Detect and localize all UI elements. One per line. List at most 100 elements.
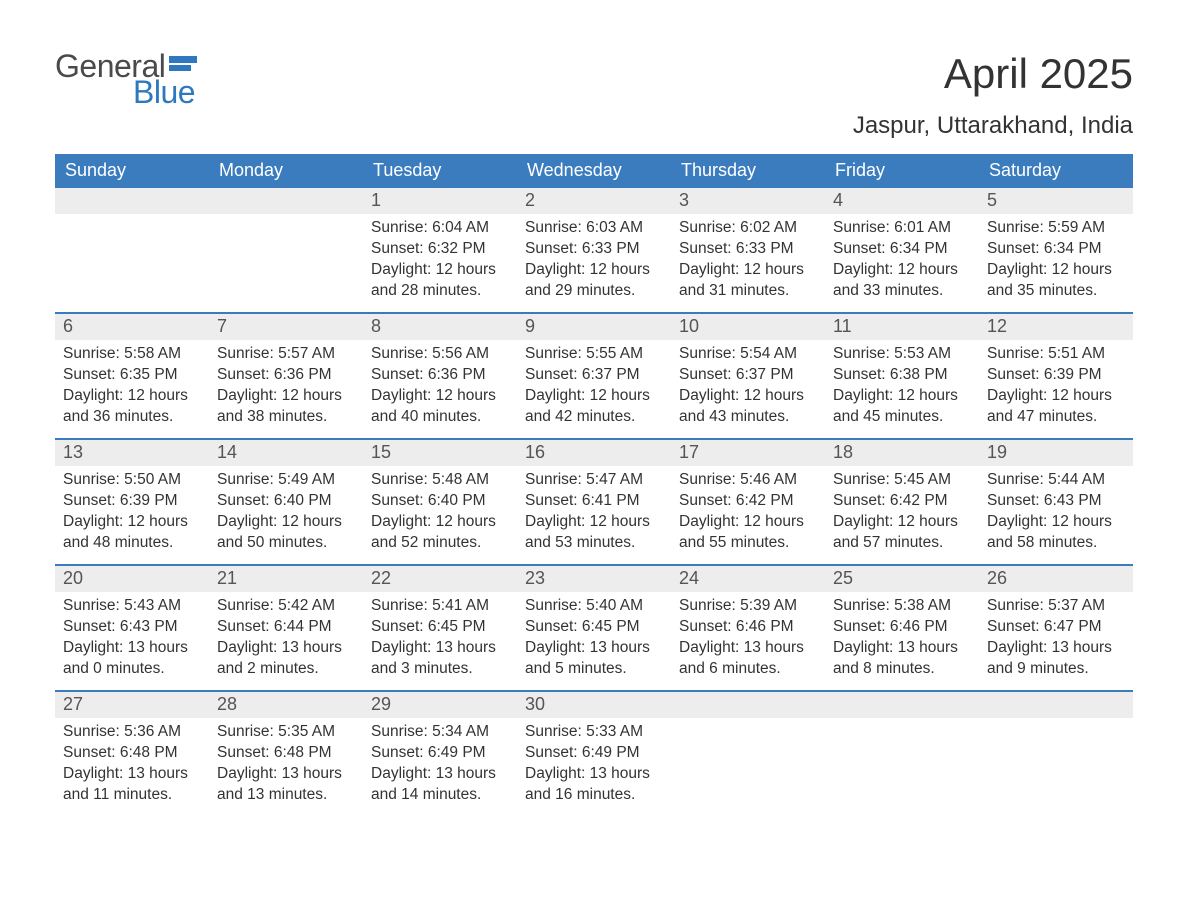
week-row: 20Sunrise: 5:43 AMSunset: 6:43 PMDayligh… xyxy=(55,564,1133,690)
day-body: Sunrise: 5:53 AMSunset: 6:38 PMDaylight:… xyxy=(825,340,979,436)
day-body: Sunrise: 5:41 AMSunset: 6:45 PMDaylight:… xyxy=(363,592,517,688)
day-number: 28 xyxy=(209,692,363,718)
day-number: 11 xyxy=(825,314,979,340)
day-cell: 23Sunrise: 5:40 AMSunset: 6:45 PMDayligh… xyxy=(517,566,671,690)
daylight-text: Daylight: 13 hours and 2 minutes. xyxy=(217,638,355,680)
day-body: Sunrise: 5:47 AMSunset: 6:41 PMDaylight:… xyxy=(517,466,671,562)
sunrise-text: Sunrise: 5:54 AM xyxy=(679,344,817,365)
day-body: Sunrise: 5:42 AMSunset: 6:44 PMDaylight:… xyxy=(209,592,363,688)
daylight-text: Daylight: 12 hours and 53 minutes. xyxy=(525,512,663,554)
sunset-text: Sunset: 6:36 PM xyxy=(217,365,355,386)
title-block: April 2025 Jaspur, Uttarakhand, India xyxy=(853,50,1133,140)
week-row: 6Sunrise: 5:58 AMSunset: 6:35 PMDaylight… xyxy=(55,312,1133,438)
daylight-text: Daylight: 12 hours and 28 minutes. xyxy=(371,260,509,302)
daylight-text: Daylight: 13 hours and 14 minutes. xyxy=(371,764,509,806)
day-body: Sunrise: 6:02 AMSunset: 6:33 PMDaylight:… xyxy=(671,214,825,310)
day-number: 15 xyxy=(363,440,517,466)
day-number: 2 xyxy=(517,188,671,214)
day-cell: 1Sunrise: 6:04 AMSunset: 6:32 PMDaylight… xyxy=(363,188,517,312)
day-body: Sunrise: 5:38 AMSunset: 6:46 PMDaylight:… xyxy=(825,592,979,688)
day-cell: 22Sunrise: 5:41 AMSunset: 6:45 PMDayligh… xyxy=(363,566,517,690)
sunset-text: Sunset: 6:37 PM xyxy=(679,365,817,386)
day-cell: 12Sunrise: 5:51 AMSunset: 6:39 PMDayligh… xyxy=(979,314,1133,438)
day-cell: 17Sunrise: 5:46 AMSunset: 6:42 PMDayligh… xyxy=(671,440,825,564)
dow-saturday: Saturday xyxy=(979,154,1133,188)
daylight-text: Daylight: 12 hours and 33 minutes. xyxy=(833,260,971,302)
day-body: Sunrise: 5:39 AMSunset: 6:46 PMDaylight:… xyxy=(671,592,825,688)
day-number: 20 xyxy=(55,566,209,592)
sunrise-text: Sunrise: 5:34 AM xyxy=(371,722,509,743)
day-number: 13 xyxy=(55,440,209,466)
sunrise-text: Sunrise: 5:46 AM xyxy=(679,470,817,491)
sunrise-text: Sunrise: 5:57 AM xyxy=(217,344,355,365)
daylight-text: Daylight: 12 hours and 57 minutes. xyxy=(833,512,971,554)
sunrise-text: Sunrise: 5:51 AM xyxy=(987,344,1125,365)
sunset-text: Sunset: 6:49 PM xyxy=(525,743,663,764)
daylight-text: Daylight: 12 hours and 50 minutes. xyxy=(217,512,355,554)
day-number: 22 xyxy=(363,566,517,592)
sunrise-text: Sunrise: 5:38 AM xyxy=(833,596,971,617)
day-cell: 15Sunrise: 5:48 AMSunset: 6:40 PMDayligh… xyxy=(363,440,517,564)
sunset-text: Sunset: 6:40 PM xyxy=(217,491,355,512)
day-number: 29 xyxy=(363,692,517,718)
daylight-text: Daylight: 12 hours and 55 minutes. xyxy=(679,512,817,554)
sunrise-text: Sunrise: 5:39 AM xyxy=(679,596,817,617)
daylight-text: Daylight: 13 hours and 9 minutes. xyxy=(987,638,1125,680)
sunset-text: Sunset: 6:46 PM xyxy=(833,617,971,638)
sunrise-text: Sunrise: 5:36 AM xyxy=(63,722,201,743)
day-body: Sunrise: 5:48 AMSunset: 6:40 PMDaylight:… xyxy=(363,466,517,562)
sunrise-text: Sunrise: 6:01 AM xyxy=(833,218,971,239)
day-cell: 30Sunrise: 5:33 AMSunset: 6:49 PMDayligh… xyxy=(517,692,671,816)
sunset-text: Sunset: 6:35 PM xyxy=(63,365,201,386)
sunrise-text: Sunrise: 6:04 AM xyxy=(371,218,509,239)
dow-wednesday: Wednesday xyxy=(517,154,671,188)
day-number xyxy=(979,692,1133,718)
day-number: 4 xyxy=(825,188,979,214)
day-of-week-header: Sunday Monday Tuesday Wednesday Thursday… xyxy=(55,154,1133,188)
sunrise-text: Sunrise: 5:49 AM xyxy=(217,470,355,491)
sunrise-text: Sunrise: 5:56 AM xyxy=(371,344,509,365)
day-cell: 20Sunrise: 5:43 AMSunset: 6:43 PMDayligh… xyxy=(55,566,209,690)
sunset-text: Sunset: 6:46 PM xyxy=(679,617,817,638)
sunset-text: Sunset: 6:34 PM xyxy=(987,239,1125,260)
day-number xyxy=(55,188,209,214)
day-body: Sunrise: 5:33 AMSunset: 6:49 PMDaylight:… xyxy=(517,718,671,814)
daylight-text: Daylight: 12 hours and 35 minutes. xyxy=(987,260,1125,302)
sunrise-text: Sunrise: 5:58 AM xyxy=(63,344,201,365)
sunset-text: Sunset: 6:45 PM xyxy=(371,617,509,638)
week-row: 27Sunrise: 5:36 AMSunset: 6:48 PMDayligh… xyxy=(55,690,1133,816)
day-cell: 14Sunrise: 5:49 AMSunset: 6:40 PMDayligh… xyxy=(209,440,363,564)
day-cell: 19Sunrise: 5:44 AMSunset: 6:43 PMDayligh… xyxy=(979,440,1133,564)
daylight-text: Daylight: 13 hours and 16 minutes. xyxy=(525,764,663,806)
daylight-text: Daylight: 12 hours and 29 minutes. xyxy=(525,260,663,302)
day-number: 1 xyxy=(363,188,517,214)
day-number: 5 xyxy=(979,188,1133,214)
week-row: 13Sunrise: 5:50 AMSunset: 6:39 PMDayligh… xyxy=(55,438,1133,564)
day-cell: 16Sunrise: 5:47 AMSunset: 6:41 PMDayligh… xyxy=(517,440,671,564)
day-cell xyxy=(209,188,363,312)
daylight-text: Daylight: 12 hours and 36 minutes. xyxy=(63,386,201,428)
dow-tuesday: Tuesday xyxy=(363,154,517,188)
week-row: 1Sunrise: 6:04 AMSunset: 6:32 PMDaylight… xyxy=(55,188,1133,312)
daylight-text: Daylight: 12 hours and 43 minutes. xyxy=(679,386,817,428)
sunrise-text: Sunrise: 5:50 AM xyxy=(63,470,201,491)
daylight-text: Daylight: 13 hours and 3 minutes. xyxy=(371,638,509,680)
day-number: 25 xyxy=(825,566,979,592)
sunset-text: Sunset: 6:38 PM xyxy=(833,365,971,386)
sunset-text: Sunset: 6:33 PM xyxy=(525,239,663,260)
day-cell: 21Sunrise: 5:42 AMSunset: 6:44 PMDayligh… xyxy=(209,566,363,690)
daylight-text: Daylight: 12 hours and 48 minutes. xyxy=(63,512,201,554)
daylight-text: Daylight: 12 hours and 58 minutes. xyxy=(987,512,1125,554)
day-cell xyxy=(671,692,825,816)
sunrise-text: Sunrise: 5:59 AM xyxy=(987,218,1125,239)
day-number: 17 xyxy=(671,440,825,466)
daylight-text: Daylight: 12 hours and 52 minutes. xyxy=(371,512,509,554)
daylight-text: Daylight: 12 hours and 42 minutes. xyxy=(525,386,663,428)
day-cell: 9Sunrise: 5:55 AMSunset: 6:37 PMDaylight… xyxy=(517,314,671,438)
day-body: Sunrise: 5:45 AMSunset: 6:42 PMDaylight:… xyxy=(825,466,979,562)
day-cell: 2Sunrise: 6:03 AMSunset: 6:33 PMDaylight… xyxy=(517,188,671,312)
sunrise-text: Sunrise: 6:02 AM xyxy=(679,218,817,239)
day-cell: 24Sunrise: 5:39 AMSunset: 6:46 PMDayligh… xyxy=(671,566,825,690)
day-number: 3 xyxy=(671,188,825,214)
day-number xyxy=(825,692,979,718)
